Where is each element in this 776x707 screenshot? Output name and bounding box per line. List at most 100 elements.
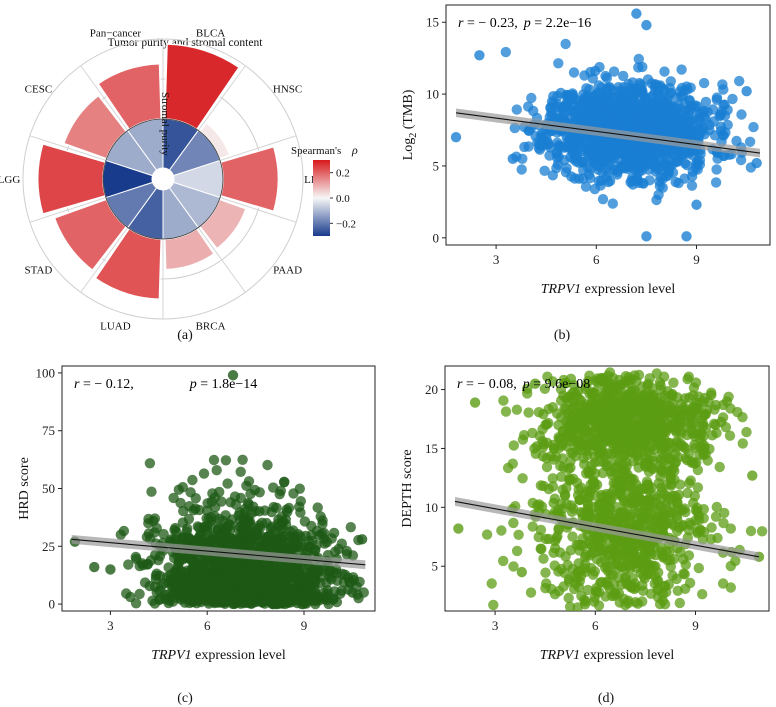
data-point bbox=[711, 94, 722, 106]
category-label: Pan−cancer bbox=[90, 28, 142, 40]
data-point bbox=[589, 501, 600, 512]
data-point bbox=[617, 439, 628, 450]
data-point bbox=[203, 514, 214, 525]
panel-d-regression-line bbox=[454, 500, 760, 558]
data-point bbox=[535, 524, 547, 536]
data-point bbox=[572, 602, 583, 611]
data-point bbox=[707, 430, 718, 441]
data-point bbox=[539, 383, 551, 394]
data-point bbox=[691, 199, 702, 210]
data-point bbox=[634, 77, 645, 89]
data-point bbox=[149, 527, 160, 538]
data-point bbox=[688, 382, 700, 393]
data-point bbox=[671, 155, 682, 167]
panel-a-category-labels: BLCAHNSCLIHCPAADBRCALUADSTADLGGCESCPan−c… bbox=[0, 28, 330, 333]
data-point bbox=[679, 85, 690, 97]
data-point bbox=[551, 533, 562, 544]
data-point bbox=[617, 410, 628, 421]
data-point bbox=[309, 584, 320, 595]
category-label: BLCA bbox=[196, 28, 225, 40]
y-tick-label: 50 bbox=[42, 481, 55, 496]
panel-b-points bbox=[450, 8, 762, 242]
data-point bbox=[139, 577, 151, 588]
data-point bbox=[571, 539, 582, 551]
data-point bbox=[558, 374, 569, 386]
data-point bbox=[680, 559, 691, 570]
data-point bbox=[560, 38, 571, 50]
x-tick-label: 3 bbox=[107, 618, 114, 633]
data-point bbox=[574, 494, 585, 506]
data-point bbox=[678, 402, 690, 413]
data-point bbox=[309, 544, 320, 556]
panel-c-points bbox=[69, 370, 369, 610]
data-point bbox=[498, 555, 509, 567]
data-point bbox=[603, 167, 614, 178]
data-point bbox=[158, 528, 169, 540]
panel-d-label: (d) bbox=[598, 691, 615, 706]
x-tick-label: 3 bbox=[492, 618, 499, 633]
data-point bbox=[655, 98, 667, 110]
data-point bbox=[246, 508, 257, 519]
data-point bbox=[612, 429, 623, 440]
data-point bbox=[500, 46, 511, 58]
data-point bbox=[714, 461, 725, 473]
data-point bbox=[508, 440, 519, 451]
data-point bbox=[222, 570, 234, 581]
data-point bbox=[582, 375, 594, 387]
data-point bbox=[595, 405, 606, 416]
data-point bbox=[527, 427, 538, 439]
data-point bbox=[295, 507, 306, 518]
data-point bbox=[507, 153, 519, 164]
data-point bbox=[676, 440, 688, 452]
data-point bbox=[547, 473, 558, 484]
data-point bbox=[566, 500, 577, 511]
data-point bbox=[197, 534, 209, 545]
data-point bbox=[619, 393, 630, 405]
panel-c-label: (c) bbox=[177, 691, 193, 706]
data-point bbox=[327, 594, 339, 605]
data-point bbox=[666, 125, 677, 136]
data-point bbox=[570, 412, 581, 423]
data-point bbox=[687, 456, 698, 467]
data-point bbox=[187, 474, 198, 486]
data-point bbox=[660, 580, 671, 592]
panel-b-x-axis-title: TRPV1 expression level bbox=[541, 282, 676, 297]
data-point bbox=[516, 164, 527, 175]
data-point bbox=[629, 550, 640, 561]
data-point bbox=[562, 441, 573, 452]
data-point bbox=[288, 525, 299, 536]
data-point bbox=[590, 375, 601, 386]
data-point bbox=[722, 119, 733, 131]
data-point bbox=[557, 102, 568, 113]
data-point bbox=[664, 438, 675, 449]
data-point bbox=[552, 159, 564, 170]
data-point bbox=[541, 461, 553, 473]
panel-a-polar-chart: Tumor purity and stromal content BLCAHNS… bbox=[0, 28, 358, 343]
data-point bbox=[647, 463, 659, 475]
data-point bbox=[453, 523, 464, 534]
data-point bbox=[655, 455, 666, 467]
data-point bbox=[674, 411, 685, 422]
data-point bbox=[196, 581, 207, 593]
data-point bbox=[633, 53, 644, 65]
data-point bbox=[522, 388, 533, 399]
y-tick-label: 5 bbox=[432, 559, 439, 574]
data-point bbox=[675, 546, 686, 558]
data-point bbox=[579, 70, 590, 81]
data-point bbox=[653, 567, 664, 578]
panel-c-regression-line bbox=[71, 538, 366, 566]
data-point bbox=[511, 545, 523, 557]
data-point bbox=[582, 404, 593, 415]
data-point bbox=[488, 599, 499, 611]
data-point bbox=[663, 453, 674, 464]
y-tick-label: 100 bbox=[36, 365, 56, 380]
data-point bbox=[195, 574, 206, 585]
data-point bbox=[748, 121, 759, 133]
data-point bbox=[618, 465, 629, 476]
data-point bbox=[196, 564, 207, 575]
data-point bbox=[619, 516, 630, 527]
data-point bbox=[590, 490, 601, 501]
data-point bbox=[523, 101, 534, 112]
data-point bbox=[619, 450, 630, 461]
